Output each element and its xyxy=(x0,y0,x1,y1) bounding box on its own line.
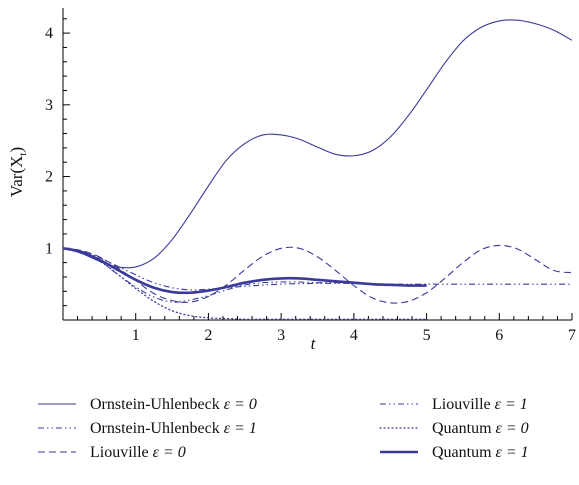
series-line xyxy=(62,247,428,320)
series-line xyxy=(62,244,573,304)
y-axis-label-main: Var(X xyxy=(7,156,26,198)
y-tick-label: 4 xyxy=(45,25,53,42)
legend-label: Quantum ε = 0 xyxy=(432,420,529,437)
legend-label: Ornstein-Uhlenbeck ε = 1 xyxy=(90,420,257,437)
x-tick-label: 7 xyxy=(568,327,576,344)
legend: Ornstein-Uhlenbeck ε = 0 Liouville ε = 1O… xyxy=(38,396,529,461)
x-tick-label: 1 xyxy=(132,327,140,344)
legend-label-epsilon: ε = 1 xyxy=(496,444,529,461)
x-tick-label: 3 xyxy=(277,327,285,344)
legend-label-epsilon: ε = 1 xyxy=(495,396,528,413)
y-tick-label: 2 xyxy=(45,169,53,186)
series-layer xyxy=(62,19,573,320)
series-line xyxy=(62,19,573,269)
legend-label-epsilon: ε = 0 xyxy=(224,396,257,413)
legend-label: Quantum ε = 1 xyxy=(432,444,529,461)
legend-label-name: Quantum xyxy=(432,444,496,461)
y-axis-label-subscript: t xyxy=(17,153,29,156)
legend-label: Liouville ε = 0 xyxy=(90,444,186,461)
y-ticks: 1 2 3 4 xyxy=(45,18,70,307)
legend-item: Quantum ε = 1 xyxy=(380,444,529,461)
legend-label-name: Quantum xyxy=(432,420,496,437)
legend-item: Quantum ε = 0 xyxy=(379,420,529,437)
legend-label-name: Ornstein-Uhlenbeck xyxy=(90,420,224,437)
legend-label-epsilon: ε = 0 xyxy=(496,420,529,437)
series-line xyxy=(62,247,427,295)
x-tick-label: 5 xyxy=(423,327,431,344)
y-axis-label: Var(Xt) xyxy=(7,147,29,197)
legend-label-epsilon: ε = 0 xyxy=(153,444,186,461)
x-ticks: 1 2 3 4 5 6 7 xyxy=(77,313,576,344)
legend-label: Ornstein-Uhlenbeck ε = 0 xyxy=(90,396,257,413)
y-tick-label: 1 xyxy=(45,240,53,257)
legend-item: Liouville ε = 1 xyxy=(380,396,528,413)
y-tick-label: 3 xyxy=(45,97,53,114)
legend-label-name: Liouville xyxy=(432,396,495,413)
x-tick-label: 6 xyxy=(495,327,503,344)
y-axis-label-close: ) xyxy=(7,147,26,153)
series-line xyxy=(62,247,427,303)
x-axis-label: t xyxy=(311,334,317,353)
legend-label-epsilon: ε = 1 xyxy=(224,420,257,437)
series-line xyxy=(62,247,572,291)
axes: 1 2 3 4 5 6 7 1 2 3 4 xyxy=(45,8,576,344)
legend-label: Liouville ε = 1 xyxy=(432,396,528,413)
x-tick-label: 2 xyxy=(204,327,212,344)
legend-item: Liouville ε = 0 xyxy=(38,444,186,461)
x-tick-label: 4 xyxy=(350,327,358,344)
legend-label-name: Liouville xyxy=(90,444,153,461)
legend-item: Ornstein-Uhlenbeck ε = 0 xyxy=(38,396,257,413)
legend-item: Ornstein-Uhlenbeck ε = 1 xyxy=(38,420,257,437)
legend-label-name: Ornstein-Uhlenbeck xyxy=(90,396,224,413)
